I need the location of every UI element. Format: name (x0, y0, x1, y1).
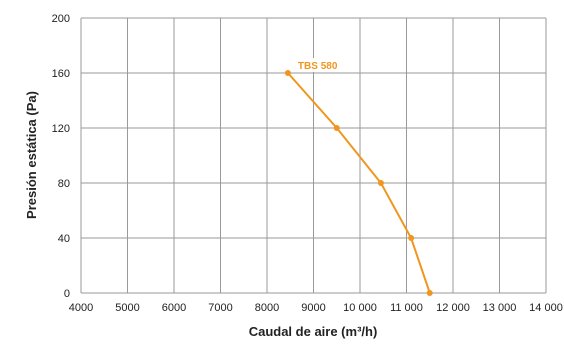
data-point (333, 125, 340, 131)
y-axis-ticks: 0 40 80 120 160 200 (52, 13, 70, 300)
series-label: TBS 580 (298, 61, 338, 72)
series-layer: TBS 580 (284, 58, 433, 296)
x-tick-label: 13 000 (483, 302, 517, 314)
y-tick-label: 40 (58, 233, 70, 245)
x-tick-label: 14 000 (529, 302, 563, 314)
y-tick-label: 80 (58, 178, 70, 190)
x-tick-label: 8000 (255, 302, 279, 314)
x-tick-label: 11 000 (390, 302, 423, 314)
data-point (377, 180, 384, 186)
y-axis-title: Presión estática (Pa) (24, 91, 39, 219)
x-tick-label: 12 000 (436, 302, 470, 314)
x-tick-label: 10 000 (343, 302, 377, 314)
series-label-background (293, 58, 346, 72)
data-point (408, 235, 415, 241)
x-tick-label: 9000 (301, 302, 325, 314)
x-tick-label: 4000 (69, 302, 93, 314)
x-axis-ticks: 4000 5000 6000 7000 8000 9000 10 000 11 000 12 0… (69, 302, 563, 314)
data-point (284, 70, 291, 76)
x-axis-title: Caudal de aire (m³/h) (249, 324, 378, 339)
y-tick-label: 0 (64, 288, 70, 300)
x-tick-label: 7000 (208, 302, 232, 314)
y-tick-label: 120 (52, 123, 70, 135)
x-tick-label: 6000 (162, 302, 186, 314)
y-tick-label: 200 (52, 13, 70, 25)
y-tick-label: 160 (52, 68, 70, 80)
x-tick-label: 5000 (115, 302, 139, 314)
data-point (426, 290, 433, 296)
